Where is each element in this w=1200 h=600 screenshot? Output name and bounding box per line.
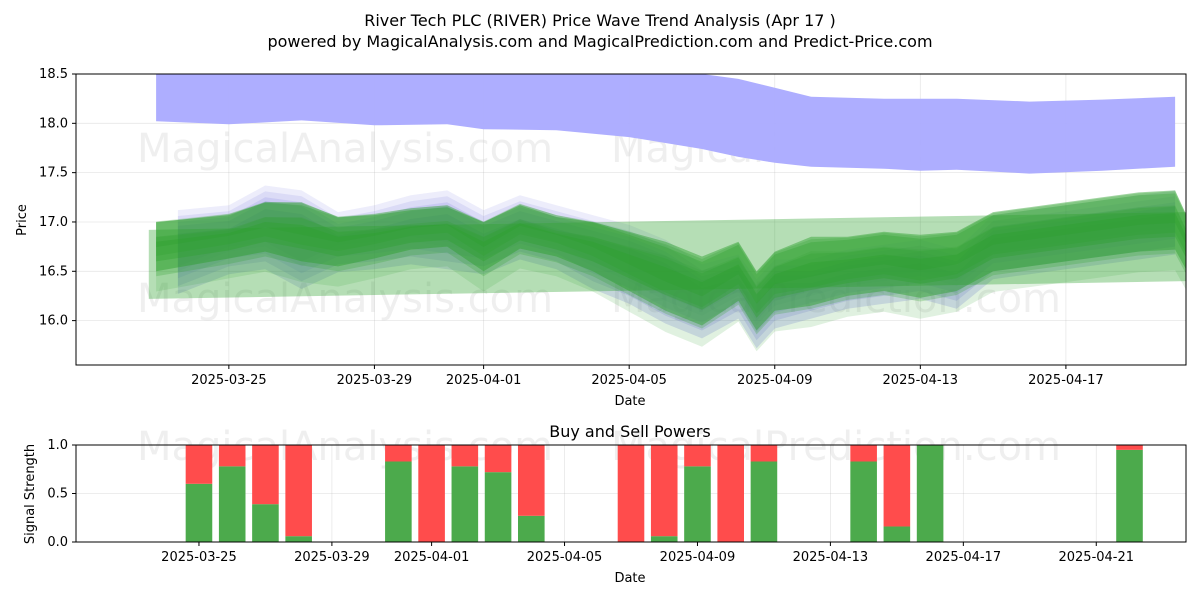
buy-power-bar: [385, 461, 412, 542]
bottom-y-tick-label: 0.0: [47, 535, 68, 550]
sell-power-bar: [518, 445, 545, 516]
top-y-tick-label: 17.0: [39, 215, 68, 230]
bottom-y-tick-label: 1.0: [47, 438, 68, 453]
buy-power-bar: [252, 504, 279, 542]
top-plot-frame: [75, 73, 1187, 366]
top-x-tick-label: 2025-04-13: [883, 373, 959, 388]
bottom-x-tick-label: 2025-04-09: [660, 550, 736, 565]
blue-wave-band: [177, 185, 1176, 321]
bottom-x-tick-label: 2025-03-25: [161, 550, 237, 565]
bottom-x-tick-label: 2025-04-05: [527, 550, 603, 565]
top-y-tick-label: 17.5: [39, 166, 68, 181]
sell-power-bar: [883, 445, 911, 527]
top-x-tick-label: 2025-04-17: [1028, 373, 1104, 388]
buy-power-bar: [684, 466, 711, 542]
bottom-y-axis-label: Signal Strength: [23, 444, 38, 544]
sell-power-bar: [717, 445, 744, 542]
watermark-text: MagicalPrediction.com: [611, 276, 1061, 322]
top-x-tick-label: 2025-04-01: [446, 373, 522, 388]
buy-power-bar: [185, 483, 213, 542]
sell-power-bar: [850, 445, 877, 462]
sell-power-bar: [684, 445, 711, 467]
blue-wave-band: [177, 209, 1176, 349]
bottom-x-tick-label: 2025-04-17: [926, 550, 1002, 565]
buy-power-bar: [285, 536, 312, 542]
top-y-tick-label: 18.5: [39, 67, 68, 82]
buy-power-bar: [916, 445, 944, 542]
chart-subtitle: powered by MagicalAnalysis.com and Magic…: [267, 32, 932, 51]
buy-power-bar: [484, 472, 512, 542]
bottom-chart-title: Buy and Sell Powers: [549, 422, 711, 441]
top-x-tick-label: 2025-03-25: [191, 373, 267, 388]
green-base-band: [148, 212, 1186, 299]
sell-power-bar: [451, 445, 479, 467]
sell-power-bar: [252, 445, 279, 505]
watermark-text: MagicalAnalysis.com: [137, 126, 553, 172]
bottom-x-axis-label: Date: [614, 571, 645, 586]
top-x-tick-label: 2025-04-05: [591, 373, 667, 388]
blue-wave-band: [177, 191, 1176, 326]
sell-power-bar: [218, 445, 246, 467]
green-wave-band: [156, 213, 1186, 318]
top-y-tick-label: 18.0: [39, 116, 68, 131]
sell-power-bar: [385, 445, 412, 462]
buy-power-bar: [218, 466, 246, 542]
sell-power-bar: [418, 445, 445, 542]
buy-power-bar: [750, 461, 778, 542]
top-plot-area: [148, 74, 1186, 352]
watermark-text: MagicalAnalysis.com: [137, 276, 553, 322]
sell-power-bar: [484, 445, 512, 473]
blue-wave-band: [177, 197, 1176, 333]
green-wave-band: [156, 193, 1186, 304]
green-wave-band: [156, 190, 1186, 331]
upper-wave-band: [156, 74, 1176, 174]
top-x-axis-label: Date: [614, 394, 645, 409]
sell-power-bar: [285, 445, 312, 537]
green-wave-band: [156, 205, 1186, 352]
buy-power-bar: [1116, 449, 1143, 542]
price-wave-chart: MagicalAnalysis.com MagicalPrediction.com…: [39, 67, 1187, 388]
green-wave-band: [156, 191, 1186, 314]
buy-power-bar: [650, 536, 678, 542]
top-y-tick-label: 16.5: [39, 264, 68, 279]
blue-wave-band: [177, 201, 1176, 341]
sell-power-bar: [750, 445, 778, 462]
bottom-x-tick-label: 2025-04-01: [394, 550, 470, 565]
buy-power-bar: [451, 466, 479, 542]
top-x-tick-label: 2025-04-09: [737, 373, 813, 388]
top-x-tick-label: 2025-03-29: [337, 373, 413, 388]
buy-power-bar: [883, 526, 911, 542]
buy-sell-power-chart: MagicalAnalysis.com MagicalPrediction.com…: [47, 424, 1187, 565]
sell-power-bar: [185, 445, 213, 484]
chart-title: River Tech PLC (RIVER) Price Wave Trend …: [364, 11, 836, 30]
buy-power-bar: [850, 461, 877, 542]
buy-power-bar: [518, 515, 545, 542]
bottom-y-tick-label: 0.5: [47, 487, 68, 502]
bottom-x-tick-label: 2025-04-13: [793, 550, 869, 565]
bottom-x-tick-label: 2025-04-21: [1058, 550, 1134, 565]
green-wave-band: [156, 206, 1186, 335]
bottom-x-tick-label: 2025-03-29: [294, 550, 370, 565]
top-y-axis-label: Price: [15, 204, 30, 236]
sell-power-bar: [650, 445, 678, 537]
sell-power-bar: [617, 445, 645, 542]
top-y-tick-label: 16.0: [39, 314, 68, 329]
sell-power-bar: [1116, 445, 1143, 450]
